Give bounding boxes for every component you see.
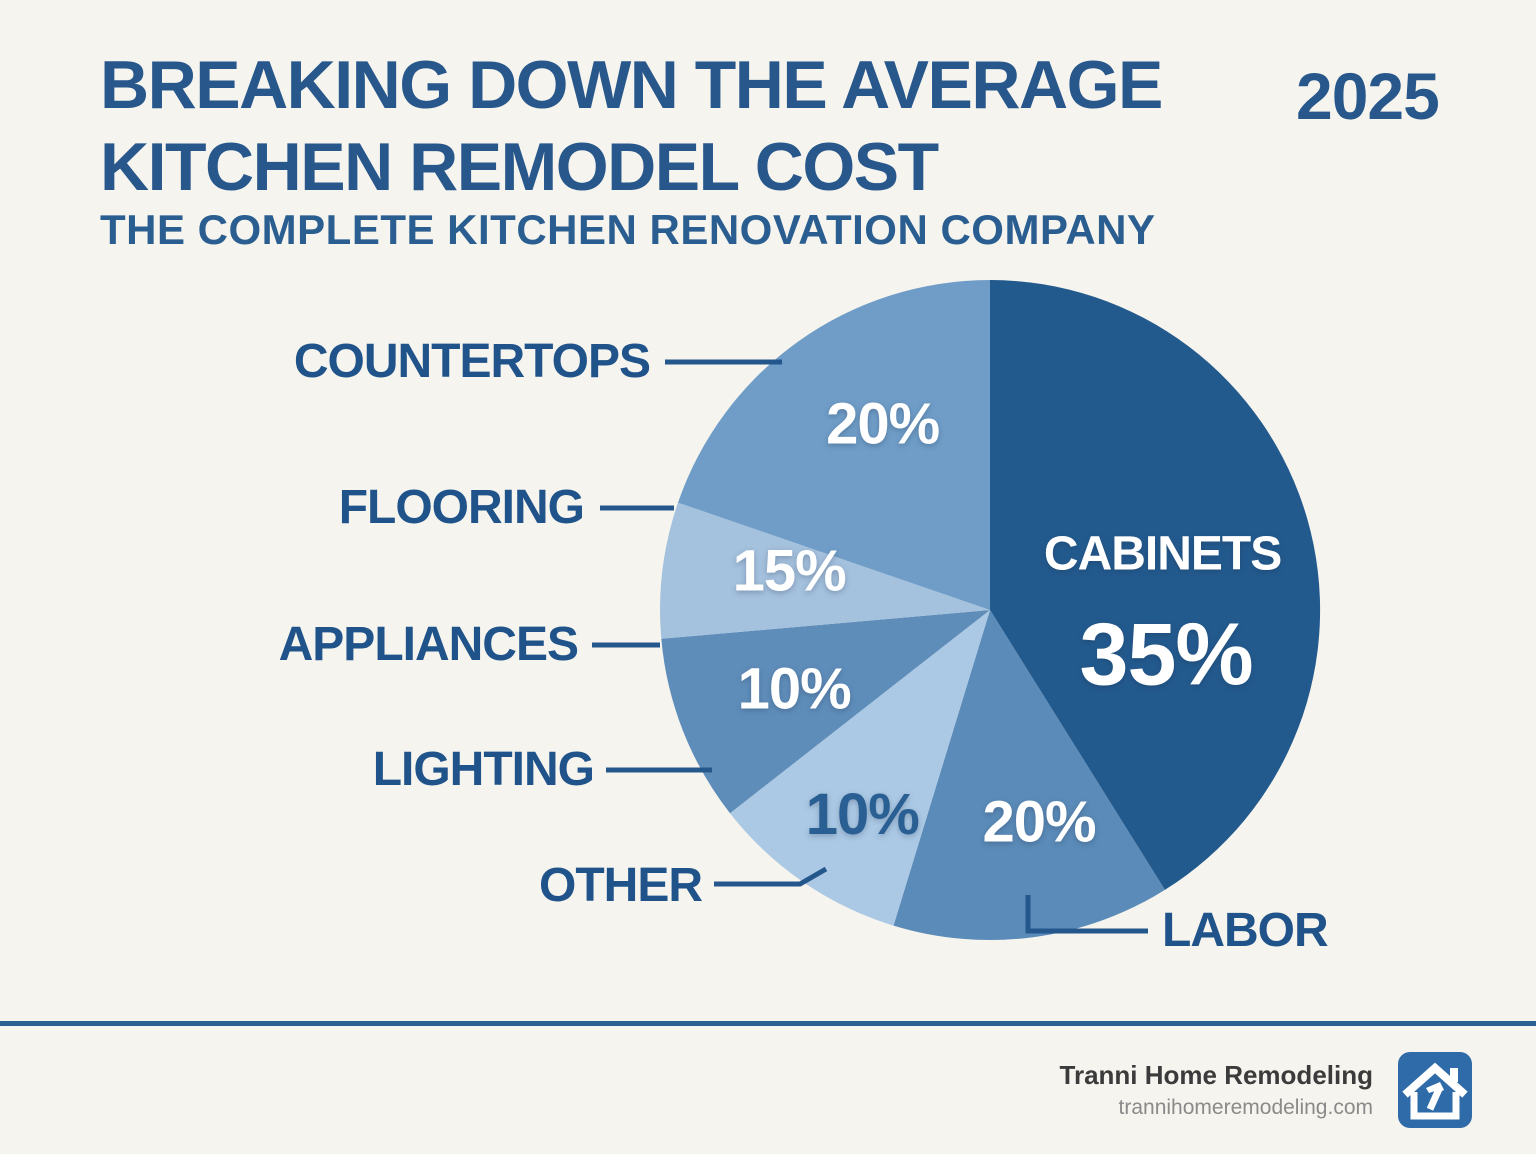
pie-wedges [660,280,1321,941]
callout-flooring: FLOORING [338,481,585,534]
title-line-1: BREAKING DOWN THE AVERAGE [100,47,1163,123]
leader-lines [592,359,1148,934]
callout-appliances: APPLIANCES [278,618,579,671]
callout-lighting: LIGHTING [372,743,595,796]
pie-label-other-percent: 10% [806,782,920,847]
callout-labor: LABOR [1162,904,1329,957]
pie-label-cabinets-percent: 35% [1080,604,1253,703]
pie-label-appliances-percent: 10% [738,657,852,722]
pie-wedge-labels: 35% CABINETS 20% 10% 10% 15% 20% [733,392,1283,855]
pie-segment-other [730,610,990,926]
pie-segment-flooring [660,502,990,639]
footer-company-name: Tranni Home Remodeling [1059,1060,1374,1090]
pie-segment-cabinets [990,280,1321,890]
footer-divider [0,1021,1536,1026]
pie-segment-countertops [678,280,990,610]
house-hammer-icon [1398,1052,1472,1128]
leader-line-labor [1025,895,1148,934]
callout-other: OTHER [539,859,703,912]
pie-label-countertops-percent: 20% [826,392,940,457]
pie-label-cabinets-name: CABINETS [1044,527,1281,580]
footer-website: trannihomeremodeling.com [1118,1096,1373,1119]
pie-segment-labor [893,610,1165,941]
page-title: BREAKING DOWN THE AVERAGE KITCHEN REMODE… [100,44,1163,208]
subtitle: THE COMPLETE KITCHEN RENOVATION COMPANY [100,206,1156,253]
pie-label-flooring-percent: 15% [733,539,847,604]
title-line-2: KITCHEN REMODEL COST [100,129,939,205]
leader-line-other [714,866,828,887]
pie-segment-appliances [661,610,990,814]
year-badge: 2025 [1296,59,1440,133]
callout-countertops: COUNTERTOPS [293,335,651,388]
pie-label-labor-percent: 20% [982,790,1096,855]
